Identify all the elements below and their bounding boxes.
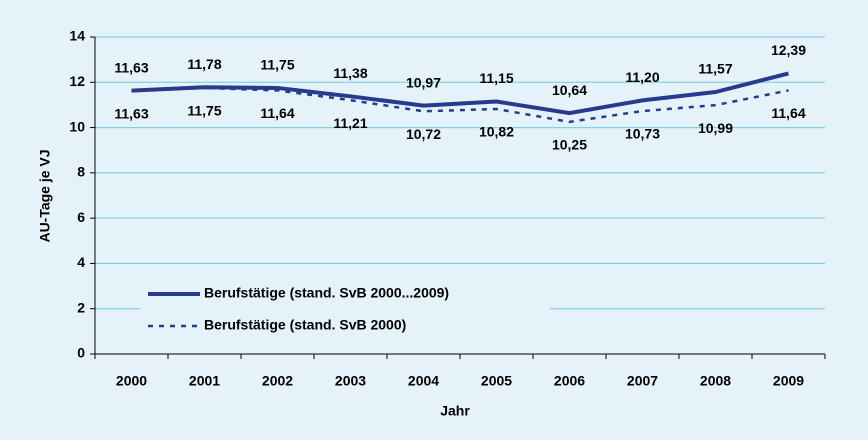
data-label: 11,64 [771,105,805,121]
y-tick-label: 10 [69,118,85,134]
data-label: 11,75 [187,103,221,119]
x-tick-label: 2001 [189,373,220,389]
data-label: 10,64 [552,82,587,98]
legend-label: Berufstätige (stand. SvB 2000) [204,317,406,333]
y-tick-label: 12 [69,73,85,89]
y-tick-label: 14 [69,28,85,44]
x-tick-label: 2004 [408,373,439,389]
y-axis-title: AU-Tage je VJ [37,149,53,242]
data-label: 11,64 [260,105,294,121]
data-label: 11,78 [187,56,221,72]
legend-box [140,278,550,340]
data-label: 11,21 [333,115,367,131]
x-tick-label: 2003 [335,373,366,389]
series-line [131,86,789,124]
y-tick-label: 0 [77,345,85,361]
data-label: 11,38 [333,65,367,81]
data-label: 11,63 [114,59,148,75]
data-label: 10,99 [698,120,733,136]
data-label: 11,15 [479,70,513,86]
x-tick-label: 2009 [773,373,804,389]
data-label: 10,72 [406,126,441,142]
y-tick-label: 6 [77,209,85,225]
x-tick-label: 2005 [481,373,512,389]
y-tick-label: 4 [77,254,85,270]
data-label: 11,57 [698,61,732,77]
x-tick-label: 2007 [627,373,658,389]
y-tick-label: 2 [77,299,85,315]
data-label: 11,75 [260,57,294,73]
data-label: 11,20 [625,69,659,85]
x-tick-label: 2008 [700,373,731,389]
x-axis-title: Jahr [440,403,470,419]
data-label: 10,82 [479,124,514,140]
data-label: 10,25 [552,137,587,153]
data-label: 12,39 [771,42,806,58]
legend-label: Berufstätige (stand. SvB 2000...2009) [204,285,449,301]
x-tick-label: 2000 [116,373,147,389]
data-label: 10,73 [625,126,660,142]
series-line [131,71,789,116]
x-tick-label: 2002 [262,373,293,389]
data-label: 10,97 [406,74,441,90]
x-tick-label: 2006 [554,373,585,389]
data-label: 11,63 [114,105,148,121]
y-tick-label: 8 [77,164,85,180]
